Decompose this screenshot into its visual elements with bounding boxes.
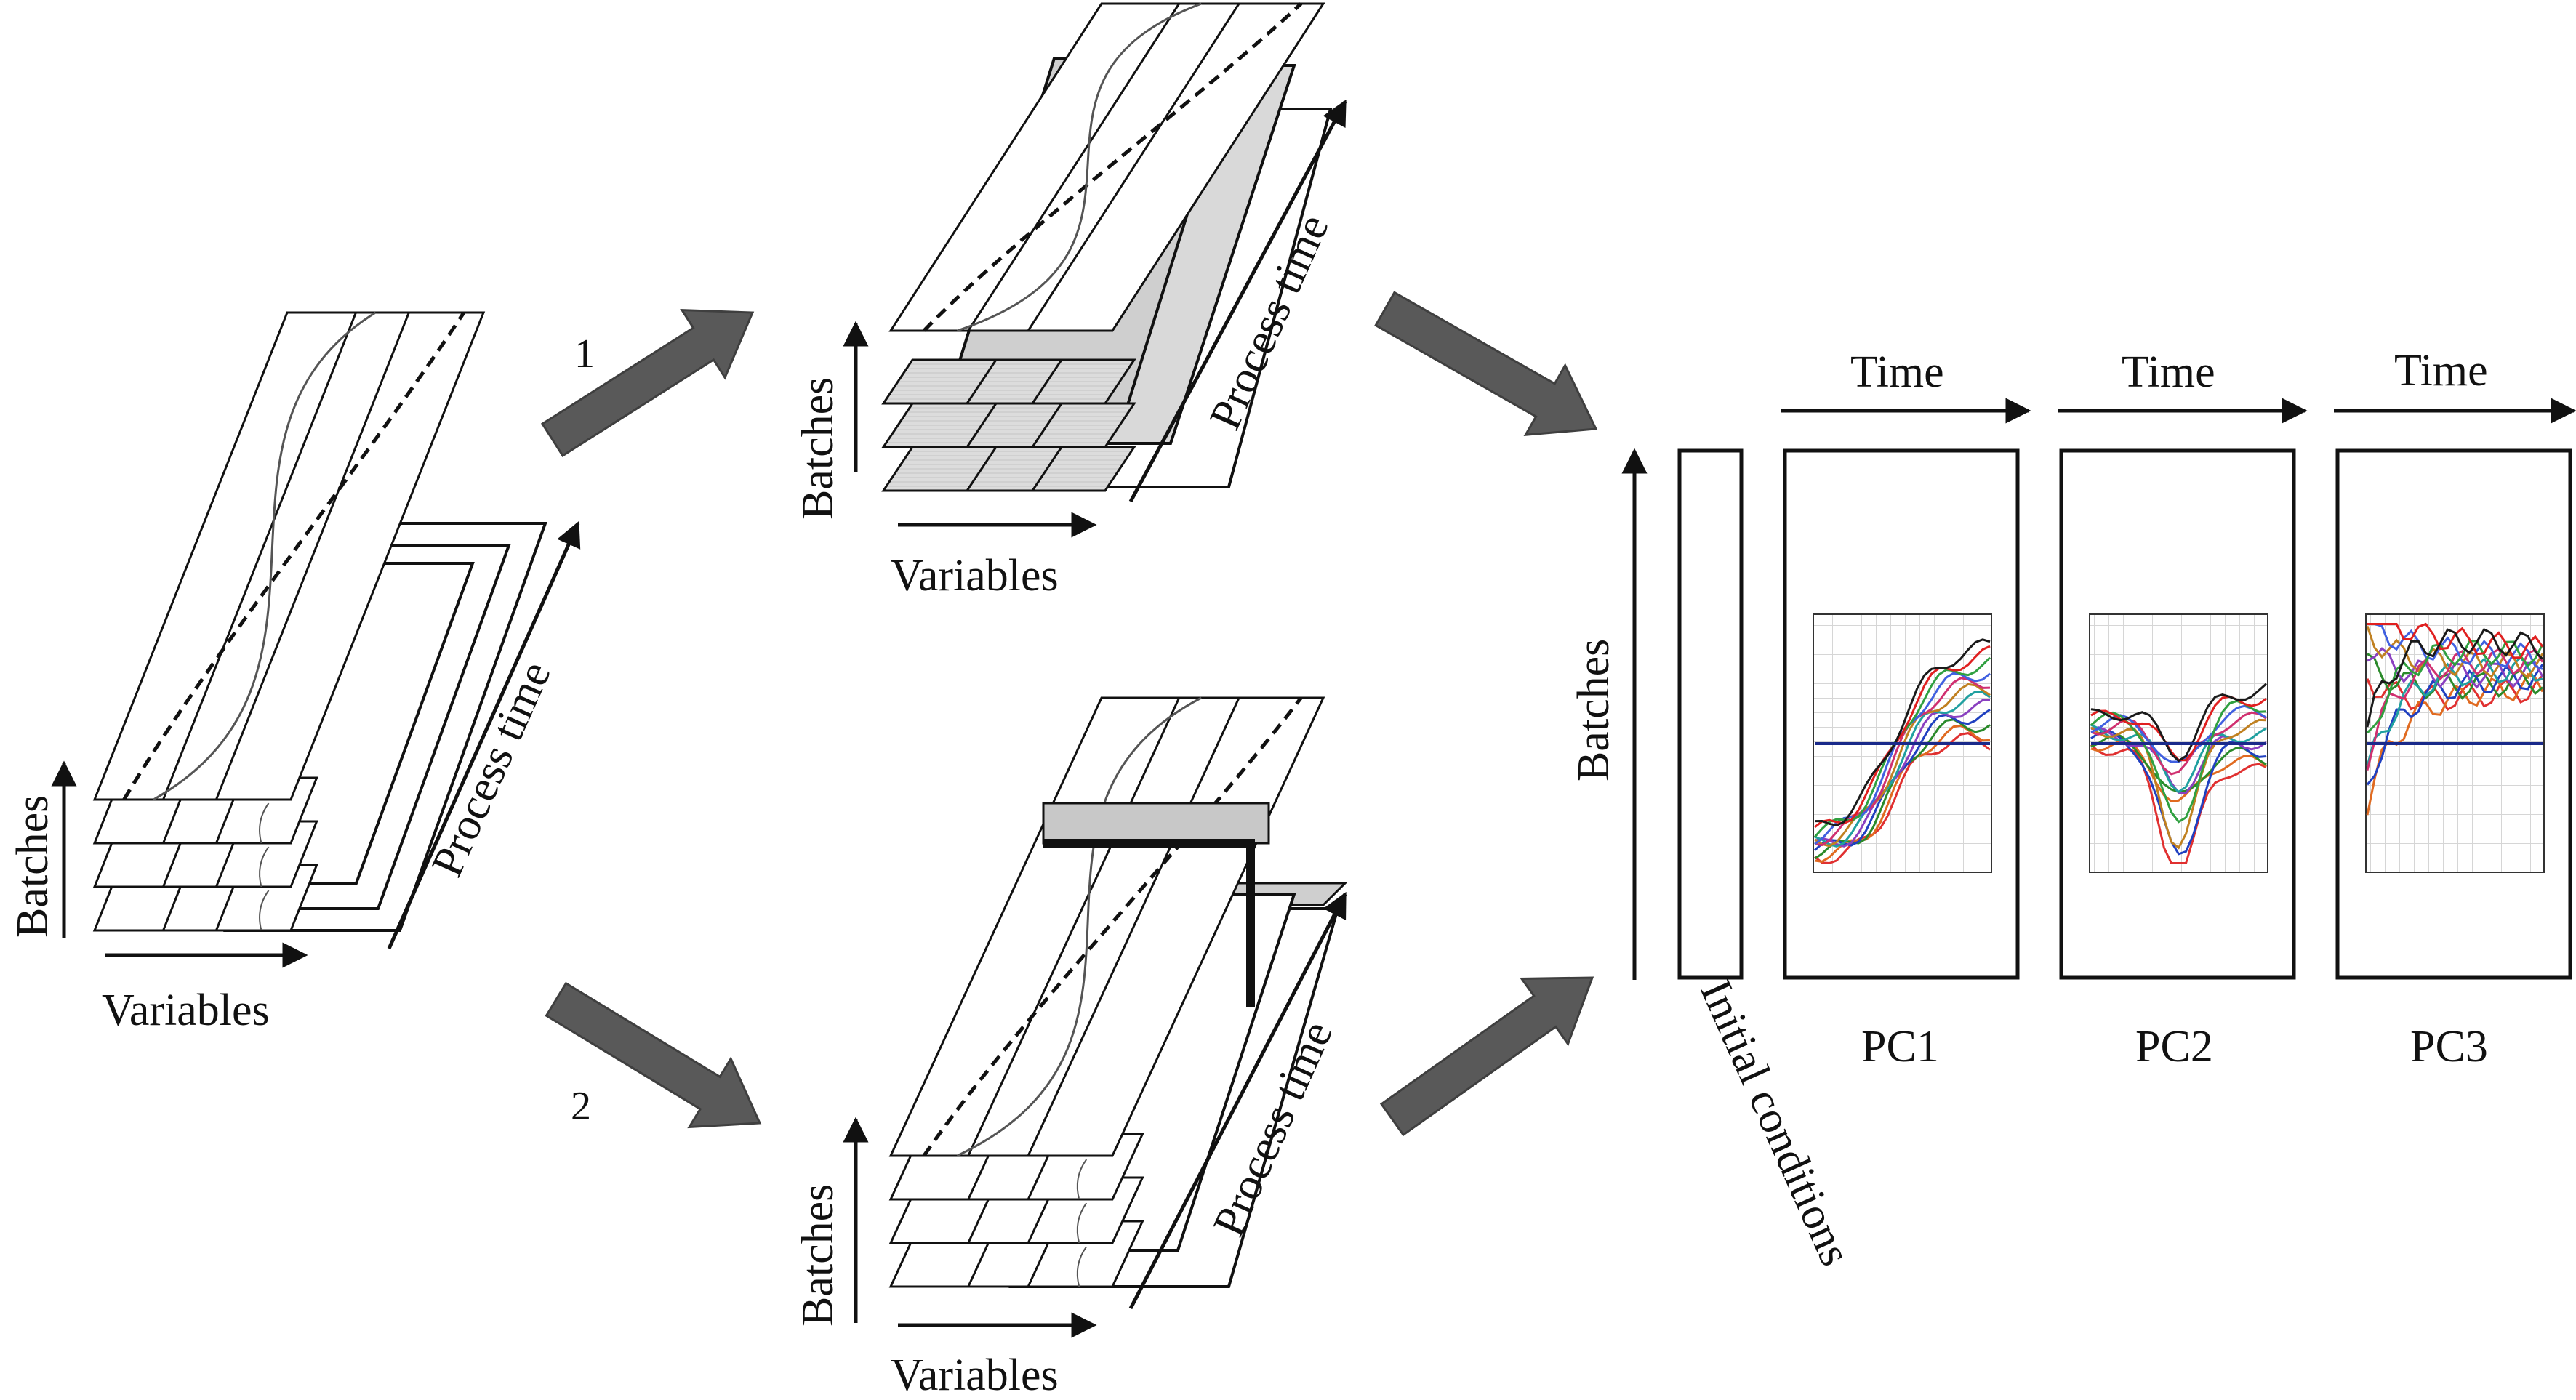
pc3Lines-trace-10 [2366,640,2544,734]
path2-variables-label: Variables [891,1351,1059,1396]
stackA-layer-4-var-line-2 [215,312,410,800]
stackC-slice-bracket [1043,839,1255,1007]
path1-unfolded-stack [881,2,1333,492]
stackB-hatched-var-line-3-1 [966,359,998,404]
pc2-time-label: Time [2122,347,2215,397]
stackC-hook-2 [1076,1202,1088,1244]
pc1Lines-trace-6 [1814,691,1991,848]
stackC-layer-4-var-line-1 [967,697,1181,1156]
path2-batches-label: Batches [793,1184,843,1327]
pc2Lines-trace-7 [2090,718,2267,850]
stackC-shaded-slice-top [1042,802,1270,845]
path1-batches-label: Batches [793,377,843,520]
source-batches-label: Batches [8,795,57,938]
pc2Lines-trace-1 [2090,744,2267,864]
pc1Lines-trace-7 [1814,683,1991,848]
stackB-layer-1-var-line-1 [967,3,1181,331]
stackB-layer-1 [888,2,1325,332]
path2-process-time-axis [1128,891,1347,1310]
stackB-hatched-var-line-2-2 [1031,403,1063,448]
pc1-score-panel [1783,448,2020,980]
stackC-dashed-curve [922,696,1303,1157]
stackB-hatched-var-line-1-2 [1031,446,1063,491]
source-data-stack [92,311,547,932]
arrow-path-2-out [1379,976,1594,1137]
pc1Lines-trace-1 [1814,732,1991,865]
pc2Lines-trace-6 [2090,723,2267,794]
stackB-dashed-curve [922,2,1303,332]
source-variables-label: Variables [102,986,270,1035]
pc2Lines-trace-12 [2090,683,2267,763]
stackC-hook-1 [1076,1246,1088,1287]
pc2-score-panel [2059,448,2296,980]
stackB-hatched-layer-2 [881,402,1136,448]
path2-unfolded-stack [888,696,1348,1288]
stackB-hatched-var-line-3-2 [1031,359,1063,404]
pc3Lines-trace-12 [2366,628,2544,728]
pc1Lines-trace-12 [1814,638,1991,827]
stackA-dashed-curve [122,311,466,801]
pc3Lines-trace-9 [2367,623,2543,670]
arrow-path-2-in [545,981,762,1129]
stackB-hatched-var-line-2-1 [966,403,998,448]
source-process-time-axis [387,520,581,950]
stackB-hatched-layer-3 [881,358,1136,405]
stackA-solid-curve [153,311,377,801]
pc2-label: PC2 [2135,1022,2213,1071]
stackC-hook-3 [1076,1159,1088,1200]
pc1-time-label: Time [1850,347,1944,397]
initial-conditions-block [1677,448,1744,980]
stackC-solid-curve [956,696,1202,1157]
stackC-layer-4-var-line-2 [1027,697,1240,1156]
pc2Lines-trace-10 [2090,699,2267,824]
stackB-hatched-var-line-1-1 [966,446,998,491]
pc3-time-label: Time [2394,346,2488,395]
pc1-label: PC1 [1861,1022,1939,1071]
pc3Lines-trace-1 [2366,675,2544,712]
pc3-label: PC3 [2410,1022,2488,1071]
pc2Lines-trace-8 [2090,711,2267,776]
pc3-score-panel [2335,448,2572,980]
pc1Lines-trace-11 [1814,645,1991,829]
pc1Lines-trace-5 [1814,699,1991,848]
stackB-hatched-layer-1 [881,446,1136,492]
stackB-layer-1-var-line-2 [1027,3,1240,331]
initial-conditions-label: Initial conditions [1690,973,1861,1273]
path-1-label: 1 [574,331,595,377]
path1-variables-label: Variables [891,551,1059,600]
stackA-hook-2 [259,846,270,888]
path-2-label: 2 [571,1084,591,1129]
stackB-solid-curve [957,2,1202,332]
arrow-path-1-in [540,308,755,458]
arrow-path-1-out [1374,291,1598,436]
stackA-hook-1 [259,890,270,931]
result-batches-label: Batches [1569,639,1618,781]
pc3Lines-trace-8 [2366,648,2544,771]
stackA-hook-3 [259,802,270,844]
path1-process-time-axis [1128,99,1347,503]
stackA-layer-4-var-line-1 [162,312,357,800]
